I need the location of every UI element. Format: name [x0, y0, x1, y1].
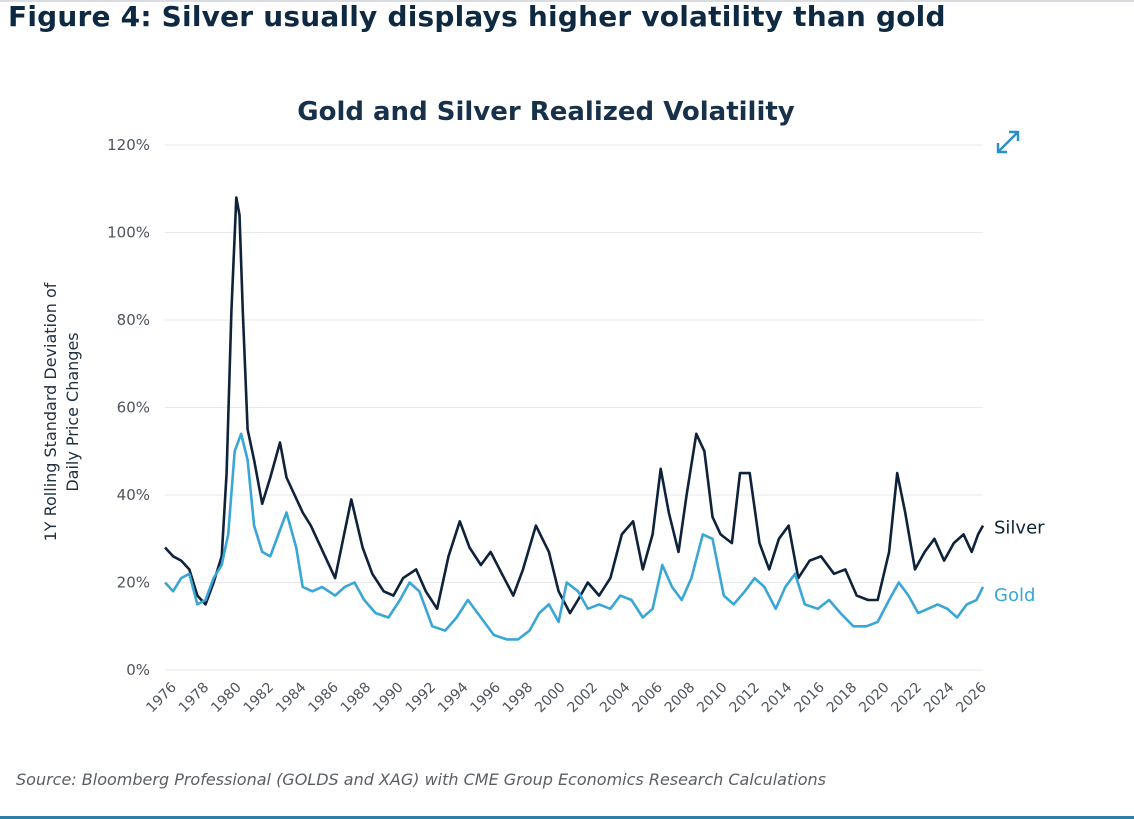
x-tick-label: 2010 — [694, 680, 731, 717]
x-tick-label: 1980 — [208, 680, 245, 717]
x-tick-label: 1978 — [176, 680, 213, 717]
series-line-silver — [164, 196, 985, 615]
y-tick-label: 100% — [107, 224, 150, 242]
y-tick-label: 80% — [117, 311, 150, 329]
series-line-gold — [164, 432, 985, 641]
x-tick-label: 1998 — [500, 680, 537, 717]
x-tick-label: 2024 — [921, 679, 958, 716]
x-tick-label: 2000 — [532, 680, 569, 717]
y-axis-label-line: 1Y Rolling Standard Deviation of — [41, 282, 60, 541]
x-tick-label: 2008 — [662, 680, 699, 717]
x-tick-label: 1996 — [467, 679, 504, 716]
y-tick-label: 60% — [117, 399, 150, 417]
x-tick-label: 1988 — [338, 680, 375, 717]
x-tick-label: 2016 — [791, 679, 828, 716]
series-labels: Silver Gold — [994, 518, 1045, 606]
expand-arrows-icon[interactable] — [996, 130, 1020, 154]
x-tick-label: 2012 — [727, 680, 764, 717]
series-label-silver: Silver — [994, 518, 1045, 539]
x-tick-label: 2026 — [953, 679, 990, 716]
x-tick-label: 2014 — [759, 679, 796, 716]
y-tick-label: 0% — [126, 661, 150, 679]
series-lines — [164, 196, 985, 641]
x-tick-label: 1976 — [143, 679, 180, 716]
y-axis-label-line: Daily Price Changes — [63, 332, 82, 491]
x-tick-label: 2006 — [629, 679, 666, 716]
x-tick-label: 1984 — [273, 679, 310, 716]
series-label-gold: Gold — [994, 585, 1035, 606]
x-tick-label: 2018 — [824, 680, 861, 717]
y-tick-label: 20% — [117, 574, 150, 592]
y-axis-label: 1Y Rolling Standard Deviation of Daily Pr… — [41, 282, 82, 541]
x-tick-label: 2004 — [597, 679, 634, 716]
x-tick-labels: 1976197819801982198419861988199019921994… — [143, 679, 989, 716]
top-rule — [0, 0, 1134, 2]
x-tick-label: 1990 — [370, 680, 407, 717]
x-tick-label: 1994 — [435, 679, 472, 716]
y-tick-label: 120% — [107, 136, 150, 154]
x-tick-label: 2022 — [889, 680, 926, 717]
x-tick-label: 2020 — [856, 680, 893, 717]
y-tick-label: 40% — [117, 486, 150, 504]
y-tick-labels: 0% 20% 40% 60% 80% 100% 120% — [107, 136, 150, 679]
x-tick-label: 1982 — [241, 680, 278, 717]
source-note: Source: Bloomberg Professional (GOLDS an… — [16, 770, 826, 789]
figure-heading: Figure 4: Silver usually displays higher… — [8, 0, 946, 33]
x-tick-label: 1986 — [305, 679, 342, 716]
bottom-rule — [0, 816, 1134, 819]
chart-title: Gold and Silver Realized Volatility — [297, 97, 795, 127]
gridlines — [165, 144, 983, 671]
x-tick-label: 2002 — [565, 680, 602, 717]
x-tick-label: 1992 — [403, 680, 440, 717]
